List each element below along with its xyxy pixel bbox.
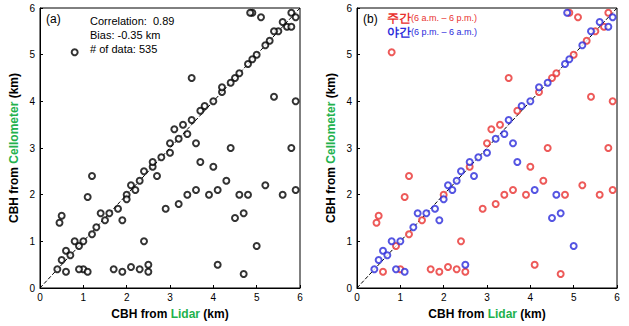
svg-text:(km): (km) [200, 307, 229, 321]
svg-text:5: 5 [254, 292, 260, 303]
svg-text:6: 6 [614, 292, 620, 303]
svg-text:(a): (a) [46, 12, 61, 26]
svg-text:4: 4 [346, 96, 352, 107]
svg-text:CBH from: CBH from [324, 164, 338, 223]
svg-text:1: 1 [29, 236, 35, 247]
svg-text:CBH from: CBH from [111, 307, 170, 321]
svg-text:2: 2 [124, 292, 130, 303]
svg-text:2: 2 [441, 292, 447, 303]
svg-text:야간: 야간 [387, 25, 411, 39]
svg-text:Bias: -0.35 km: Bias: -0.35 km [90, 29, 160, 41]
svg-text:5: 5 [346, 49, 352, 60]
svg-text:3: 3 [29, 143, 35, 154]
svg-text:Lidar: Lidar [171, 307, 201, 321]
svg-text:0: 0 [29, 283, 35, 294]
svg-text:4: 4 [29, 96, 35, 107]
svg-text:(km): (km) [324, 73, 338, 102]
svg-text:4: 4 [211, 292, 217, 303]
svg-text:주간: 주간 [387, 11, 411, 25]
svg-text:1: 1 [81, 292, 87, 303]
svg-text:(6 p.m. – 6 a.m.): (6 p.m. – 6 a.m.) [411, 27, 477, 37]
svg-text:(km): (km) [517, 307, 546, 321]
svg-text:(b): (b) [363, 12, 378, 26]
svg-text:3: 3 [167, 292, 173, 303]
svg-text:3: 3 [346, 143, 352, 154]
svg-text:6: 6 [297, 292, 303, 303]
svg-text:0: 0 [37, 292, 43, 303]
svg-text:0: 0 [346, 283, 352, 294]
svg-text:5: 5 [29, 49, 35, 60]
svg-text:Correlation: 0.89: Correlation: 0.89 [90, 15, 174, 27]
svg-text:# of data: 535: # of data: 535 [90, 43, 157, 55]
svg-text:6: 6 [29, 3, 35, 14]
svg-text:4: 4 [528, 292, 534, 303]
svg-text:Cellometer: Cellometer [324, 101, 338, 163]
svg-text:Cellometer: Cellometer [7, 101, 21, 163]
svg-text:2: 2 [346, 189, 352, 200]
svg-text:3: 3 [484, 292, 490, 303]
svg-text:2: 2 [29, 189, 35, 200]
svg-text:5: 5 [571, 292, 577, 303]
svg-text:CBH from: CBH from [7, 164, 21, 223]
svg-text:CBH from: CBH from [428, 307, 487, 321]
svg-text:(km): (km) [7, 73, 21, 102]
svg-text:0: 0 [354, 292, 360, 303]
svg-text:1: 1 [398, 292, 404, 303]
svg-text:6: 6 [346, 3, 352, 14]
svg-text:(6 a.m. – 6 p.m.): (6 a.m. – 6 p.m.) [411, 13, 477, 23]
svg-text:Lidar: Lidar [488, 307, 518, 321]
svg-text:1: 1 [346, 236, 352, 247]
